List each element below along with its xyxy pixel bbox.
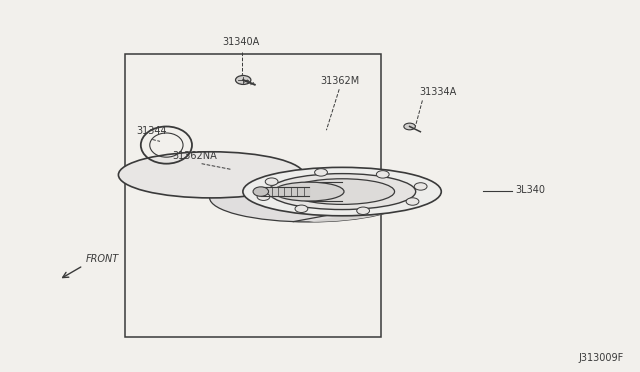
Text: 31334A: 31334A [419,87,456,97]
Text: J313009F: J313009F [579,353,624,363]
Circle shape [356,207,369,215]
Text: FRONT: FRONT [86,254,119,264]
Circle shape [315,169,328,176]
Ellipse shape [307,182,378,201]
Ellipse shape [243,167,442,216]
Text: 31362NA: 31362NA [173,151,218,161]
Circle shape [265,178,278,185]
Text: 31362M: 31362M [320,76,359,86]
Circle shape [295,205,308,212]
Polygon shape [261,187,309,196]
Text: 3L340: 3L340 [515,185,545,195]
Circle shape [257,193,270,201]
Circle shape [236,76,251,84]
Ellipse shape [253,187,269,196]
Circle shape [414,183,427,190]
Polygon shape [309,167,441,222]
Bar [125,54,381,337]
Text: 31344: 31344 [136,126,167,136]
Ellipse shape [274,182,344,201]
Circle shape [406,198,419,205]
Ellipse shape [210,173,408,222]
Circle shape [376,171,389,178]
Ellipse shape [118,152,304,198]
Ellipse shape [269,174,416,209]
Ellipse shape [289,179,394,204]
Circle shape [404,123,415,130]
Text: 31340A: 31340A [223,36,260,46]
